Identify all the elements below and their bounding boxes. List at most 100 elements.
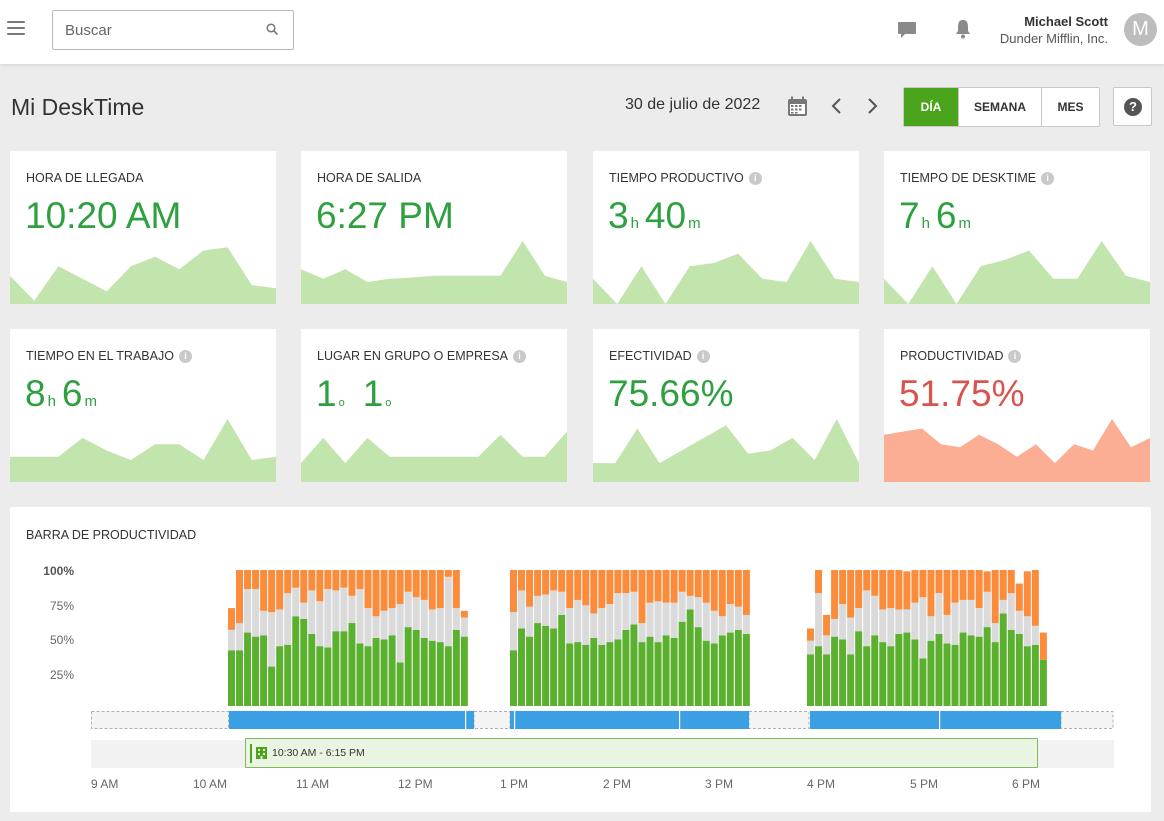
bar-neutral[interactable] [324,589,332,648]
bar-productive[interactable] [380,639,388,706]
bar-productive[interactable] [895,633,903,706]
bar-productive[interactable] [558,614,566,706]
bar-neutral[interactable] [686,595,694,610]
bar-productive[interactable] [662,635,670,706]
bar-neutral[interactable] [983,591,991,628]
bar-neutral[interactable] [879,609,887,643]
bar-productive[interactable] [428,640,436,706]
bar-productive[interactable] [887,646,895,706]
bar-productive[interactable] [348,623,356,706]
bar-neutral[interactable] [404,591,412,628]
bar-productive[interactable] [678,621,686,706]
tab-month[interactable]: MES [1041,88,1099,126]
bar-unproductive[interactable] [1031,570,1039,626]
bar-productive[interactable] [919,658,927,706]
bar-unproductive[interactable] [975,570,983,609]
bar-productive[interactable] [646,636,654,706]
bar-neutral[interactable] [558,591,566,615]
bar-unproductive[interactable] [831,570,839,619]
bar-neutral[interactable] [436,608,444,643]
bar-unproductive[interactable] [847,570,855,618]
bar-unproductive[interactable] [999,570,1007,600]
bar-neutral[interactable] [839,604,847,640]
bar-neutral[interactable] [542,594,550,626]
chat-icon[interactable] [897,21,917,39]
bar-unproductive[interactable] [726,570,734,604]
bar-productive[interactable] [332,631,340,706]
bar-productive[interactable] [983,627,991,706]
bar-neutral[interactable] [662,602,670,636]
bar-productive[interactable] [927,640,935,706]
bar-neutral[interactable] [630,591,638,625]
bar-unproductive[interactable] [420,570,428,600]
bar-productive[interactable] [252,636,260,706]
bar-productive[interactable] [244,632,252,706]
bar-productive[interactable] [710,643,718,706]
bar-productive[interactable] [871,635,879,706]
bar-unproductive[interactable] [895,570,903,610]
bar-neutral[interactable] [380,610,388,640]
bar-productive[interactable] [686,609,694,706]
bar-neutral[interactable] [670,602,678,638]
bar-neutral[interactable] [356,589,364,644]
bar-neutral[interactable] [412,597,420,630]
active-period[interactable] [229,711,474,729]
bar-unproductive[interactable] [863,570,871,591]
bar-unproductive[interactable] [991,570,999,624]
tab-day[interactable]: DÍA [904,88,958,126]
bar-unproductive[interactable] [452,570,460,609]
bar-productive[interactable] [702,640,710,706]
bar-unproductive[interactable] [348,570,356,596]
bar-productive[interactable] [276,646,284,706]
bar-productive[interactable] [999,613,1007,706]
bar-neutral[interactable] [460,617,468,637]
bar-neutral[interactable] [943,614,951,644]
bar-unproductive[interactable] [1023,571,1031,617]
bar-productive[interactable] [356,643,364,706]
info-icon[interactable]: i [1008,350,1022,363]
bar-productive[interactable] [518,628,526,706]
bar-productive[interactable] [734,629,742,706]
bar-productive[interactable] [452,629,460,706]
bar-unproductive[interactable] [815,570,823,594]
bar-unproductive[interactable] [614,570,622,594]
bar-unproductive[interactable] [951,570,959,603]
bar-unproductive[interactable] [1007,570,1015,594]
bar-unproductive[interactable] [252,570,260,590]
bar-unproductive[interactable] [718,570,726,617]
bar-unproductive[interactable] [887,570,895,609]
bar-productive[interactable] [959,632,967,706]
bar-unproductive[interactable] [935,570,943,594]
bar-unproductive[interactable] [1039,632,1047,660]
chevron-right-icon[interactable] [865,97,879,115]
bar-neutral[interactable] [1007,593,1015,630]
bar-neutral[interactable] [654,601,662,643]
bar-neutral[interactable] [606,604,614,643]
bar-neutral[interactable] [726,604,734,633]
bar-neutral[interactable] [396,604,404,663]
bar-neutral[interactable] [228,629,235,651]
bar-unproductive[interactable] [260,570,268,611]
bar-neutral[interactable] [742,614,750,634]
bar-neutral[interactable] [534,595,542,624]
bar-productive[interactable] [670,638,678,706]
bar-unproductive[interactable] [686,570,694,596]
bar-productive[interactable] [308,633,316,706]
bar-unproductive[interactable] [1015,583,1023,611]
chevron-left-icon[interactable] [830,97,844,115]
bar-neutral[interactable] [1031,625,1039,645]
bar-unproductive[interactable] [444,570,452,577]
bar-unproductive[interactable] [742,570,750,615]
bar-productive[interactable] [638,642,646,706]
bar-unproductive[interactable] [340,570,348,588]
bar-productive[interactable] [292,616,300,706]
bar-unproductive[interactable] [654,570,662,602]
active-period[interactable] [510,711,749,729]
bar-productive[interactable] [654,642,662,706]
bar-neutral[interactable] [260,610,268,636]
bar-neutral[interactable] [895,609,903,634]
bar-unproductive[interactable] [967,570,975,600]
bar-productive[interactable] [935,633,943,706]
bar-productive[interactable] [372,638,380,706]
bar-productive[interactable] [284,644,292,706]
